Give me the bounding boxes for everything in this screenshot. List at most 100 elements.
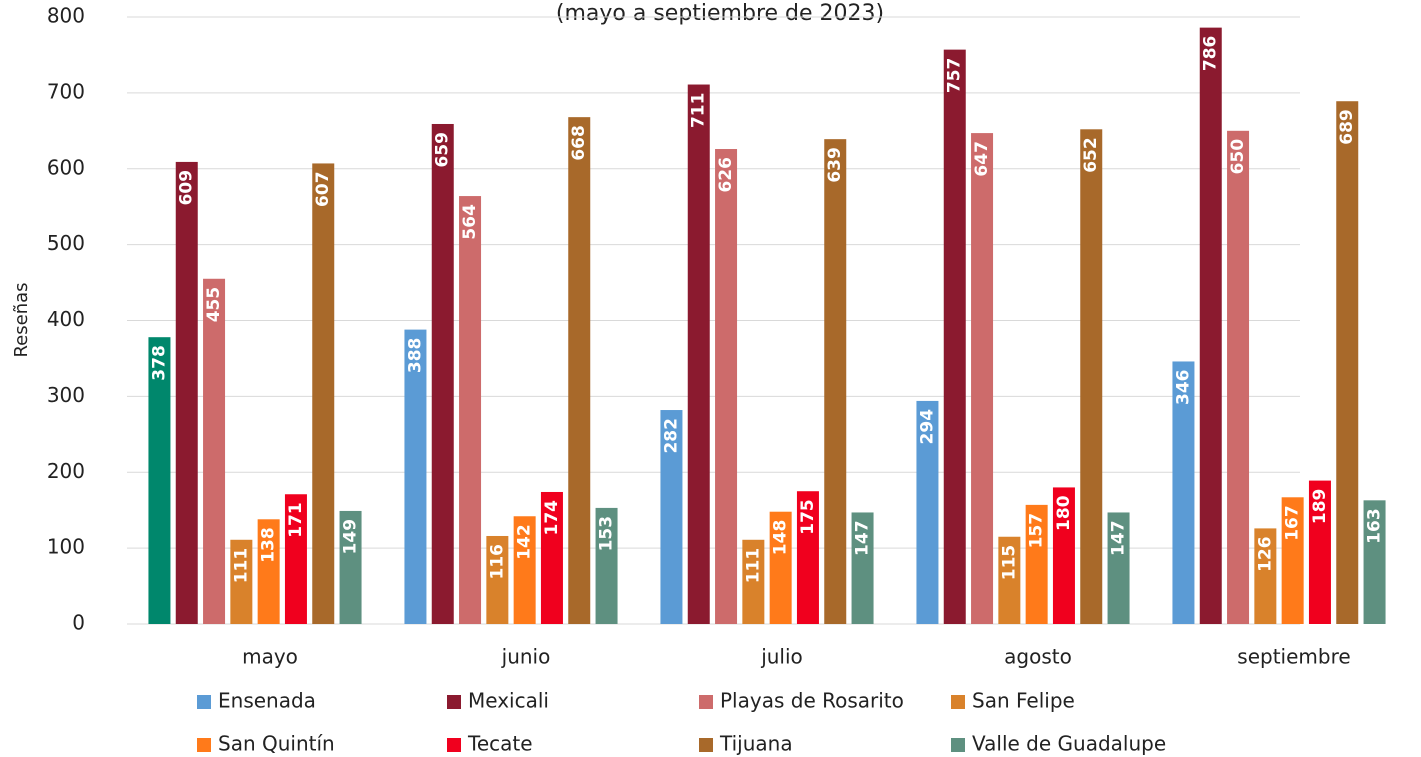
value-label: 647 [972, 141, 992, 177]
bar [1052, 487, 1075, 624]
value-label: 147 [853, 520, 873, 556]
bar [1172, 361, 1195, 624]
value-label: 175 [798, 499, 818, 535]
legend-label: Ensenada [218, 689, 316, 713]
value-label: 142 [515, 524, 535, 560]
bar [513, 516, 536, 624]
value-label: 111 [231, 548, 251, 584]
legend-swatch [699, 695, 713, 709]
bar [1025, 504, 1048, 624]
bar [660, 410, 683, 624]
bar [339, 510, 362, 624]
x-tick-label: julio [760, 645, 803, 669]
bar [687, 84, 710, 624]
value-label: 294 [917, 409, 937, 445]
legend-label: Tijuana [719, 732, 793, 756]
value-label: 111 [743, 548, 763, 584]
value-label: 126 [1255, 536, 1275, 572]
bar [1336, 101, 1359, 624]
value-label: 652 [1081, 137, 1101, 173]
value-label: 346 [1173, 369, 1193, 405]
bar [943, 49, 966, 625]
bar [595, 507, 618, 624]
bar [203, 278, 226, 624]
legend-swatch [447, 738, 461, 752]
value-label: 174 [542, 500, 562, 536]
y-tick-label: 700 [47, 79, 85, 103]
x-tick-label: septiembre [1237, 645, 1350, 669]
value-label: 668 [569, 125, 589, 161]
bar [769, 511, 792, 624]
value-label: 148 [771, 520, 791, 556]
value-label: 157 [1027, 513, 1047, 549]
bar [312, 163, 335, 624]
legend-swatch [951, 738, 965, 752]
value-label: 147 [1109, 520, 1129, 556]
legend-swatch [951, 695, 965, 709]
bar [971, 133, 994, 624]
y-tick-label: 500 [47, 231, 85, 255]
chart-subtitle: (mayo a septiembre de 2023) [556, 1, 884, 26]
legend-swatch [447, 695, 461, 709]
bar [1363, 500, 1386, 624]
y-tick-label: 100 [47, 535, 85, 559]
value-label: 189 [1310, 489, 1330, 525]
y-tick-label: 400 [47, 307, 85, 331]
value-label: 163 [1365, 508, 1385, 543]
bar [796, 491, 819, 624]
bar [1199, 27, 1222, 625]
x-tick-label: mayo [242, 645, 298, 669]
value-label: 115 [999, 545, 1019, 581]
bar [230, 539, 253, 624]
value-label: 138 [259, 527, 279, 563]
legend-swatch [699, 738, 713, 752]
x-tick-label: agosto [1004, 645, 1072, 669]
y-axis-label: Reseñas [11, 282, 32, 357]
bar [742, 539, 765, 624]
y-tick-label: 0 [72, 611, 85, 635]
bar [257, 519, 280, 624]
value-label: 564 [460, 204, 480, 240]
y-tick-label: 200 [47, 459, 85, 483]
value-label: 455 [204, 287, 224, 323]
legend-label: San Felipe [972, 689, 1075, 713]
value-label: 153 [597, 516, 617, 552]
bar [284, 494, 307, 624]
value-label: 388 [405, 338, 425, 374]
bar [1308, 480, 1331, 624]
legend-label: Mexicali [468, 689, 549, 713]
bar [486, 535, 509, 624]
value-label: 167 [1283, 505, 1303, 541]
legend-swatch [197, 695, 211, 709]
bar [404, 329, 427, 624]
bar [148, 337, 171, 624]
legend-swatch [197, 738, 211, 752]
value-label: 786 [1201, 36, 1221, 71]
legend-label: San Quintín [218, 732, 335, 756]
value-label: 149 [341, 519, 361, 555]
y-tick-label: 800 [47, 4, 85, 28]
bar [175, 161, 198, 624]
value-label: 650 [1228, 139, 1248, 175]
legend-label: Playas de Rosarito [720, 689, 904, 713]
value-label: 757 [945, 58, 965, 94]
value-label: 659 [433, 132, 453, 168]
bar [1227, 130, 1250, 624]
value-label: 282 [661, 418, 681, 454]
bar [568, 117, 591, 624]
bar [459, 196, 482, 624]
value-label: 626 [716, 157, 736, 193]
bar [431, 123, 454, 624]
value-label: 180 [1054, 495, 1074, 531]
value-label: 639 [825, 147, 845, 183]
bar [540, 491, 563, 624]
value-label: 607 [313, 171, 333, 207]
value-label: 609 [177, 170, 197, 206]
bar [1281, 497, 1304, 624]
y-tick-label: 600 [47, 155, 85, 179]
bar [916, 400, 939, 624]
bar [998, 536, 1021, 624]
bar [851, 512, 874, 624]
legend-label: Valle de Guadalupe [972, 732, 1166, 756]
